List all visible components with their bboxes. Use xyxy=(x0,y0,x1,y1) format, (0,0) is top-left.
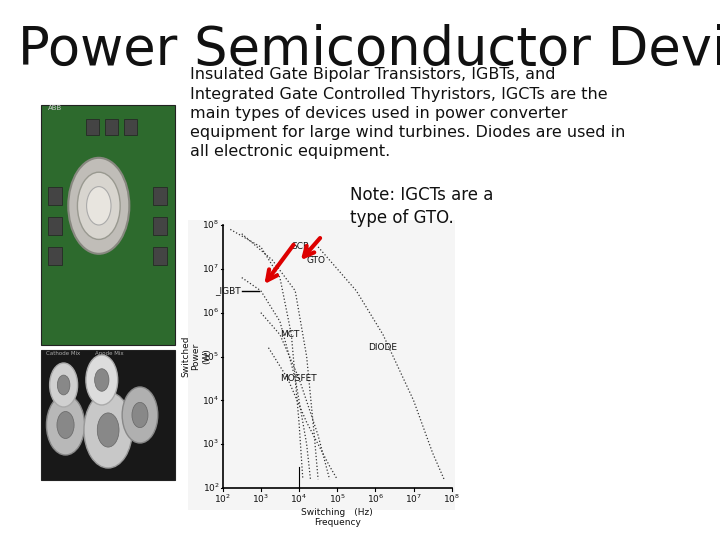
Text: _IGBT: _IGBT xyxy=(215,286,240,295)
Text: 10$^6$: 10$^6$ xyxy=(366,493,384,505)
Bar xyxy=(48,247,62,265)
Bar xyxy=(105,119,117,135)
Text: Switching (Hz)
Frequency: Switching (Hz) Frequency xyxy=(301,508,373,528)
Text: 10$^2$: 10$^2$ xyxy=(214,493,231,505)
Circle shape xyxy=(47,395,85,455)
Bar xyxy=(41,105,175,345)
Bar xyxy=(124,119,137,135)
Circle shape xyxy=(50,363,78,407)
Circle shape xyxy=(78,172,120,239)
Text: 10$^8$: 10$^8$ xyxy=(444,493,460,505)
Circle shape xyxy=(86,355,117,405)
Text: 10$^3$: 10$^3$ xyxy=(252,493,269,505)
Circle shape xyxy=(122,387,158,443)
Text: SCR: SCR xyxy=(292,242,310,252)
Bar xyxy=(45,110,172,340)
Text: 10$^7$: 10$^7$ xyxy=(405,493,422,505)
Circle shape xyxy=(58,375,70,395)
Circle shape xyxy=(86,187,111,225)
Text: MCT: MCT xyxy=(280,330,300,339)
Text: 10$^7$: 10$^7$ xyxy=(202,262,220,275)
Text: 10$^5$: 10$^5$ xyxy=(202,350,220,363)
Text: ABB: ABB xyxy=(48,105,62,111)
Circle shape xyxy=(94,369,109,392)
Text: Power Semiconductor Devices: Power Semiconductor Devices xyxy=(18,24,720,76)
Text: 10$^2$: 10$^2$ xyxy=(202,482,220,494)
Bar xyxy=(153,187,167,205)
Text: 10$^4$: 10$^4$ xyxy=(202,394,220,407)
Text: 10$^4$: 10$^4$ xyxy=(290,493,307,505)
Circle shape xyxy=(57,411,74,438)
Circle shape xyxy=(68,158,130,254)
Text: Note: IGCTs are a
type of GTO.: Note: IGCTs are a type of GTO. xyxy=(351,186,494,227)
Text: 10$^5$: 10$^5$ xyxy=(328,493,346,505)
Text: 10$^6$: 10$^6$ xyxy=(202,307,220,319)
Text: Cathode Mix: Cathode Mix xyxy=(47,351,81,356)
Text: Switched
Power
(W): Switched Power (W) xyxy=(181,336,211,377)
Text: Insulated Gate Bipolar Transistors, IGBTs, and
Integrated Gate Controlled Thyris: Insulated Gate Bipolar Transistors, IGBT… xyxy=(190,68,626,159)
Bar xyxy=(48,217,62,235)
Text: 10$^3$: 10$^3$ xyxy=(202,438,220,450)
Bar xyxy=(48,187,62,205)
Bar xyxy=(86,119,99,135)
Bar xyxy=(153,247,167,265)
Bar xyxy=(41,350,175,480)
Circle shape xyxy=(84,392,132,468)
Bar xyxy=(188,220,455,510)
Text: Anode Mix: Anode Mix xyxy=(96,351,124,356)
Text: DIODE: DIODE xyxy=(368,343,397,352)
Text: 10$^8$: 10$^8$ xyxy=(202,219,220,231)
Bar xyxy=(153,217,167,235)
Text: MOSFET: MOSFET xyxy=(280,374,317,383)
Circle shape xyxy=(132,402,148,428)
Text: GTO: GTO xyxy=(307,255,325,265)
Circle shape xyxy=(97,413,119,447)
